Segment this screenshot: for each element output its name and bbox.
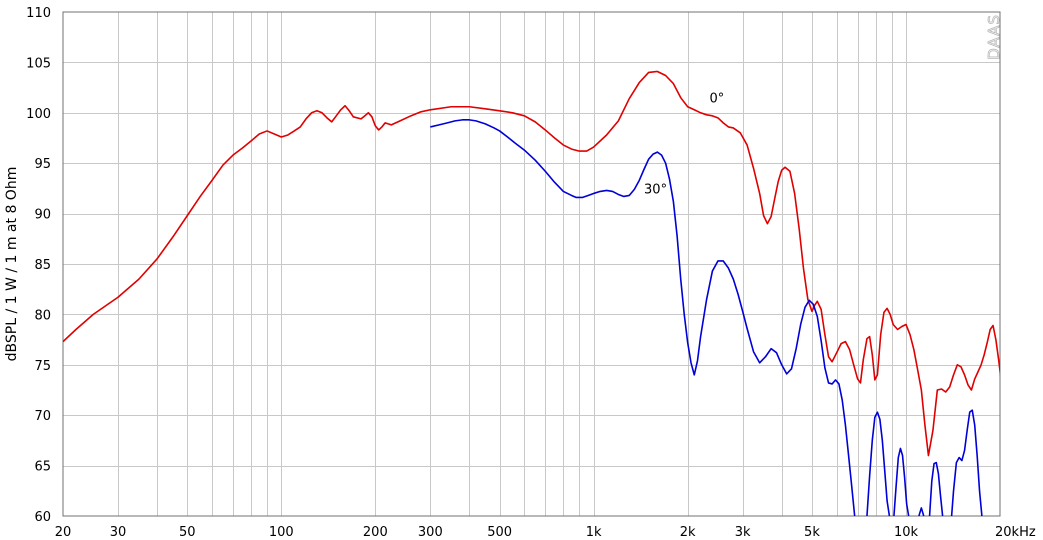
daas-watermark: DAAS [985,14,1003,60]
y-axis-label: dBSPL / 1 W / 1 m at 8 Ohm [4,167,20,362]
x-axis-tick-labels: 20 30 50 100 200 300 500 1k 2k 3k 5k 10k 20kHz [55,525,1036,540]
y-tick-label: 90 [34,208,51,223]
series-label: 0° [710,92,725,107]
x-tick-label: 30 [110,525,127,540]
y-tick-label: 70 [34,409,51,424]
x-tick-label: 20kHz [995,525,1036,540]
x-tick-label: 20 [55,525,72,540]
series-line [866,411,891,516]
y-axis-tick-labels: 110 105 100 95 90 85 80 75 70 65 60 [26,6,51,525]
x-tick-label: 10k [894,525,919,540]
y-tick-label: 65 [34,460,51,475]
response-curves [63,70,1000,516]
y-tick-label: 105 [26,56,51,71]
series-line [928,461,944,516]
x-tick-label: 1k [586,525,602,540]
x-tick-label: 500 [487,525,512,540]
curve-labels: 0° 30° [644,92,724,198]
grid-lines [63,12,1000,516]
y-tick-label: 75 [34,359,51,374]
y-tick-label: 60 [34,510,51,525]
x-tick-label: 2k [680,525,696,540]
x-tick-label: 5k [804,525,820,540]
series-label: 30° [644,182,667,197]
y-tick-label: 110 [26,6,51,21]
series-line [950,409,983,516]
plot-frame [62,11,1001,517]
series-line [63,70,1000,457]
series-line [893,447,910,516]
series-line [430,119,856,516]
x-tick-label: 300 [418,525,443,540]
x-tick-label: 50 [179,525,196,540]
y-tick-label: 85 [34,258,51,273]
y-tick-label: 80 [34,308,51,323]
x-tick-label: 200 [363,525,388,540]
series-line [918,507,925,516]
x-tick-label: 3k [735,525,751,540]
y-tick-label: 100 [26,107,51,122]
x-tick-label: 100 [269,525,294,540]
y-tick-label: 95 [34,157,51,172]
